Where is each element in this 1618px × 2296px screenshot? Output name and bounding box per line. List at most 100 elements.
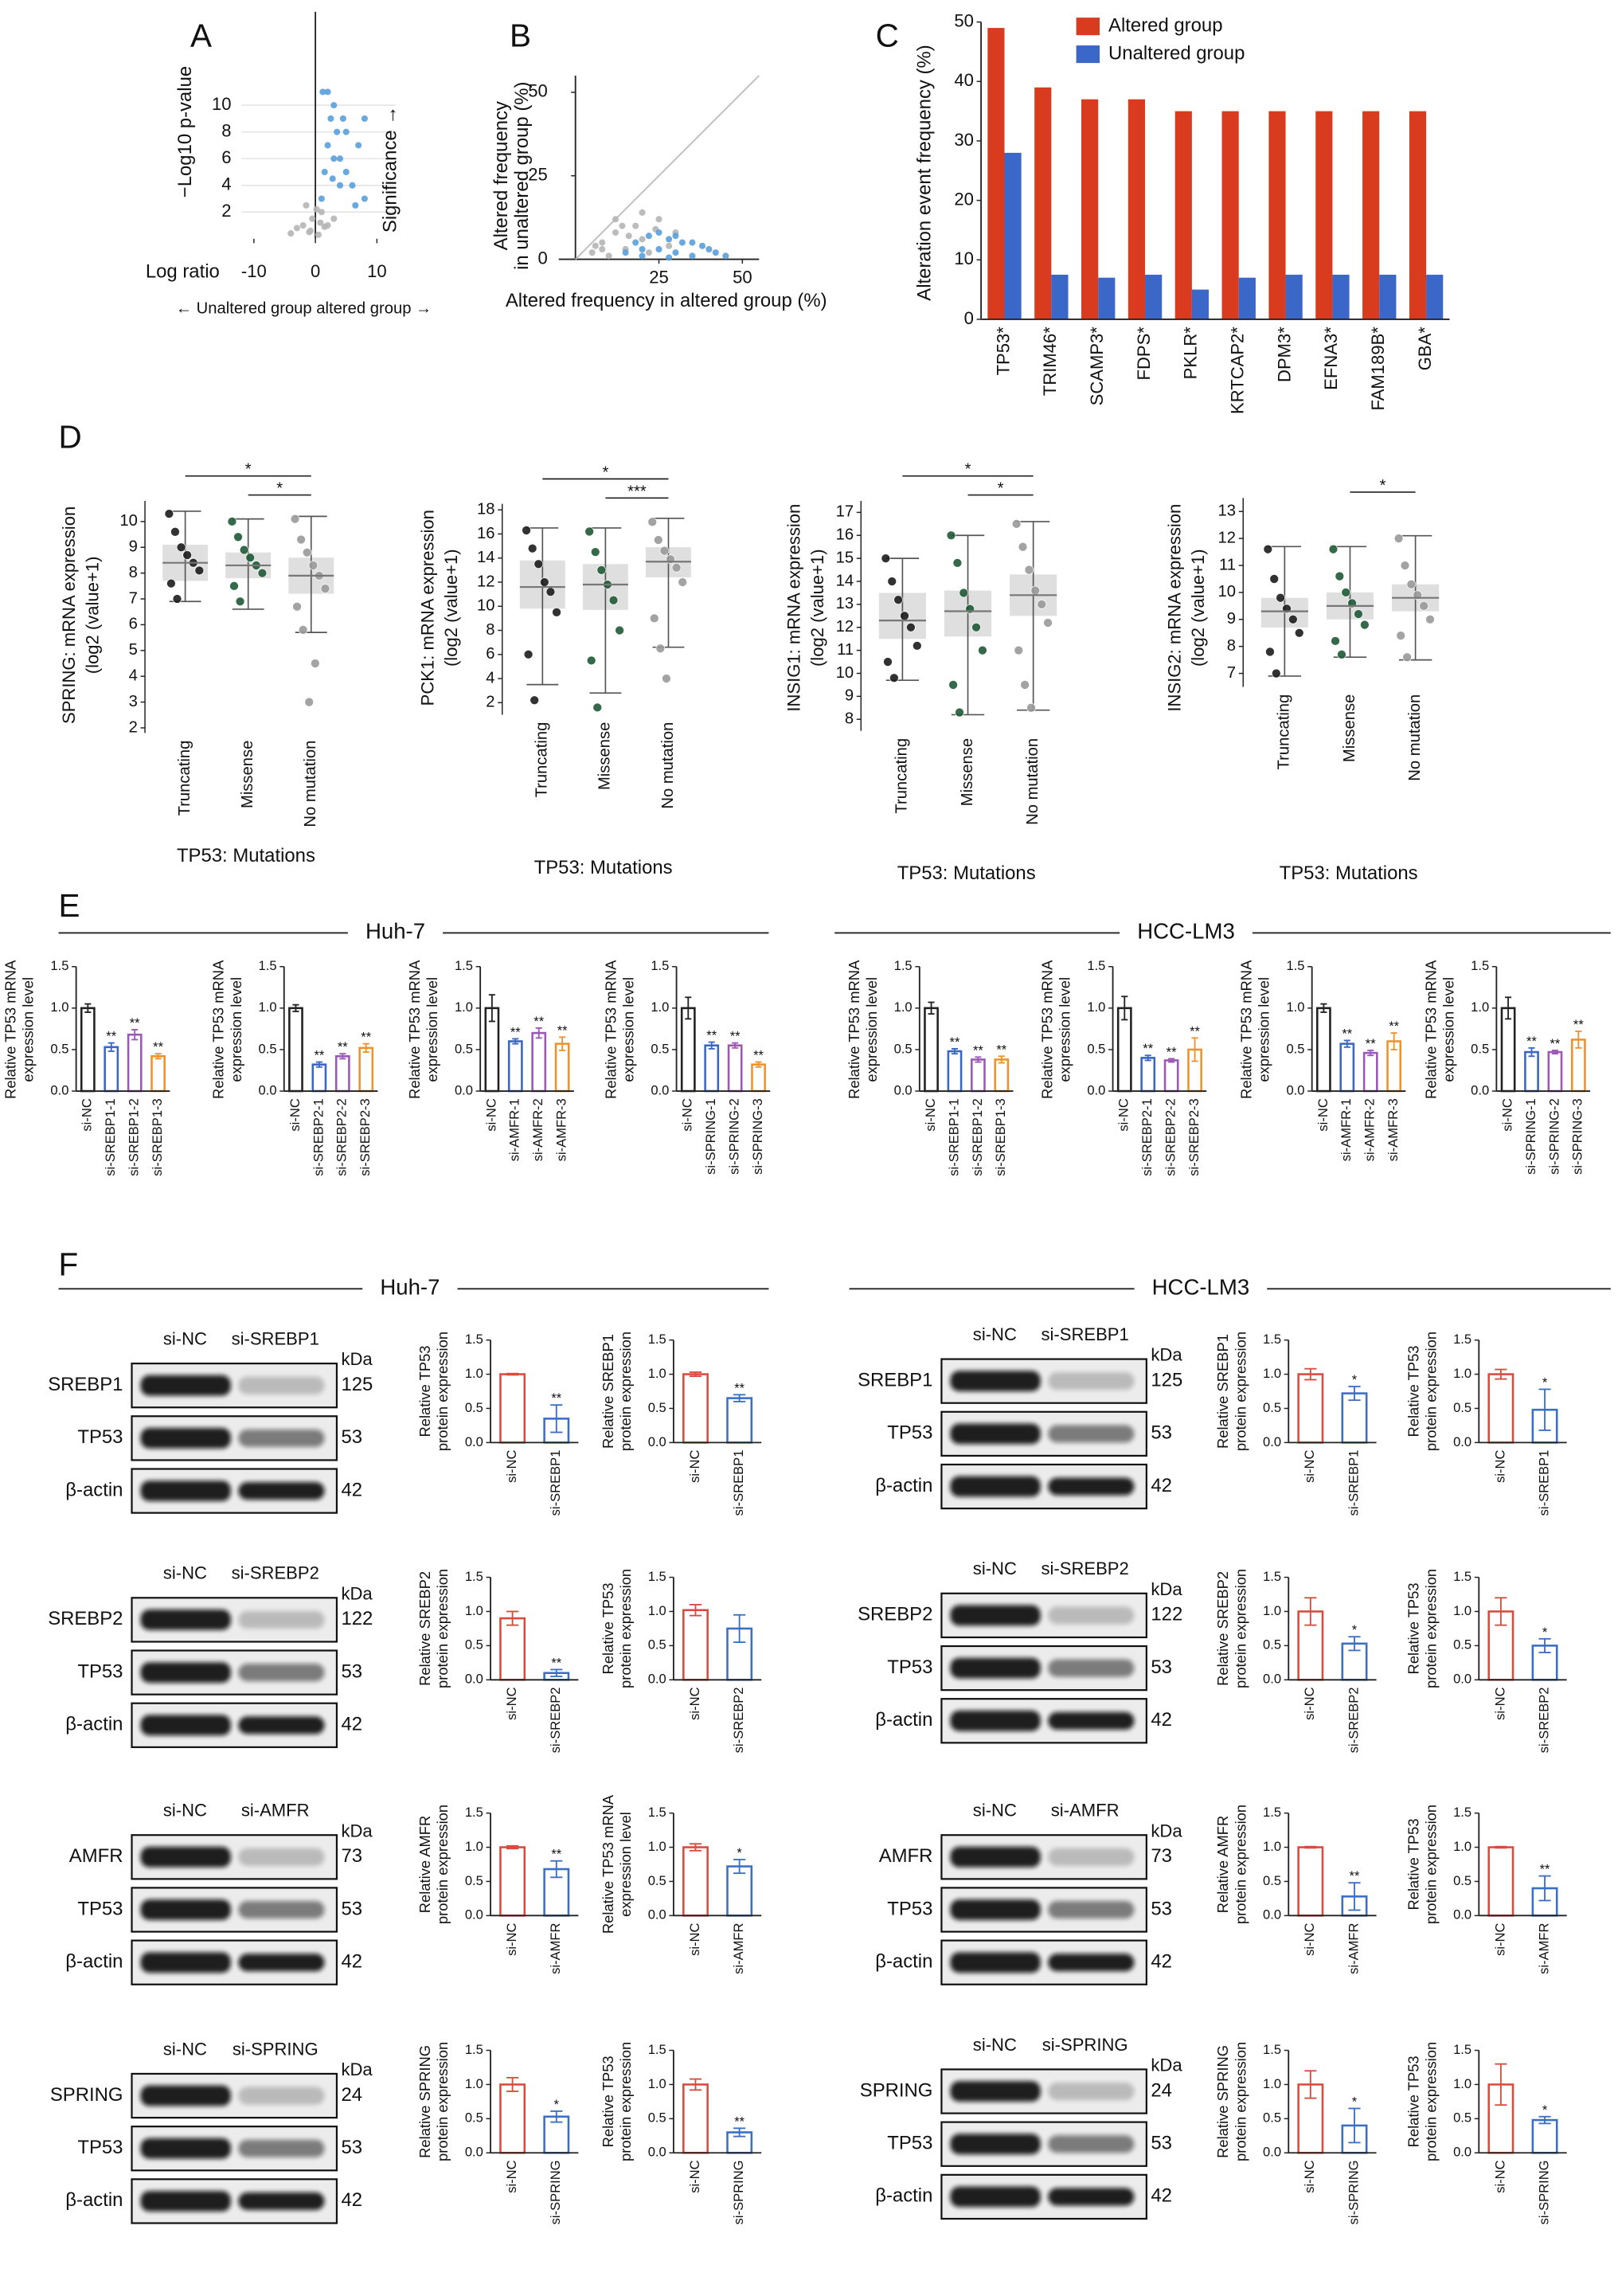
blot-band xyxy=(140,1715,231,1736)
point xyxy=(166,578,176,589)
blot-band xyxy=(950,1710,1041,1731)
blot-band xyxy=(1048,1900,1135,1919)
y-tick-label: 1.5 xyxy=(1453,1805,1471,1820)
y-tick-label: 1.0 xyxy=(465,1603,483,1618)
x-tick-label: si-NC xyxy=(1315,1098,1331,1131)
y-tick-label: 1.5 xyxy=(1453,1332,1471,1347)
y-tick-label: 1.5 xyxy=(651,958,669,973)
x-tick-label: si-SREBP2 xyxy=(1346,1687,1361,1753)
protein-label: β-actin xyxy=(875,1475,932,1496)
y-tick-label: 11 xyxy=(837,641,854,659)
point xyxy=(689,239,696,246)
y-axis-label: Relative AMFR xyxy=(1214,1816,1231,1914)
y-tick-label: 1.5 xyxy=(465,1805,483,1820)
x-tick-label: No mutation xyxy=(659,722,677,809)
y-axis-label: protein expression xyxy=(1232,2042,1249,2161)
point xyxy=(612,216,619,223)
lane-label: si-NC xyxy=(163,1801,207,1821)
significance: * xyxy=(1542,2102,1548,2118)
y-tick-label: 1.5 xyxy=(648,1805,666,1820)
point xyxy=(649,613,659,624)
y-tick-label: 2 xyxy=(129,718,138,736)
point xyxy=(321,223,328,230)
y-tick-label: 0.5 xyxy=(259,1041,277,1056)
point xyxy=(349,182,356,189)
point xyxy=(342,168,350,176)
bar xyxy=(682,2083,709,2154)
point xyxy=(318,209,325,216)
y-tick-label: 0.0 xyxy=(465,2145,483,2160)
y-tick-label: 6 xyxy=(221,147,231,167)
point xyxy=(334,128,341,135)
y-tick-label: 1.0 xyxy=(1286,999,1304,1015)
y-tick-label: 0.0 xyxy=(465,1907,483,1922)
point xyxy=(308,561,319,570)
significance: * xyxy=(245,461,252,479)
y-tick-label: 6 xyxy=(486,645,494,663)
kda-label: 42 xyxy=(341,1714,362,1735)
y-tick-label: 7 xyxy=(1227,664,1236,682)
point xyxy=(900,611,909,621)
y-tick-label: 1.5 xyxy=(648,2042,666,2057)
y-axis-label: Relative TP53 mRNA xyxy=(406,960,423,1099)
y-tick-label: 0.0 xyxy=(1471,1082,1489,1097)
bar xyxy=(726,1865,753,1917)
y-tick-label: 0.5 xyxy=(1471,1041,1489,1056)
x-tick-label: si-NC xyxy=(687,1687,702,1719)
y-axis-label: Relative TP53 xyxy=(600,1582,616,1674)
x-tick-label: Missense xyxy=(959,738,976,806)
y-axis-label: INSIG1: mRNA expression xyxy=(784,504,803,712)
bar xyxy=(1128,99,1146,319)
bar xyxy=(1339,1042,1355,1093)
y-tick-label: 0.0 xyxy=(1263,1434,1281,1449)
x-tick-label: si-SREBP2-1 xyxy=(1139,1098,1155,1175)
y-tick-label: 0.5 xyxy=(651,1041,669,1056)
kda-label: 53 xyxy=(1151,2133,1172,2154)
x-tick-label: si-NC xyxy=(1116,1098,1131,1131)
y-axis-label: Relative TP53 mRNA xyxy=(1422,960,1439,1099)
significance: ** xyxy=(734,2114,745,2129)
bar xyxy=(1409,111,1427,319)
kda-label: 53 xyxy=(341,1898,362,1919)
significance: *** xyxy=(627,483,647,500)
unit-label: kDa xyxy=(1151,1579,1182,1599)
x-axis-label: TP53: Mutations xyxy=(897,862,1036,884)
point xyxy=(170,526,180,537)
significance: ** xyxy=(1143,1041,1153,1056)
y-tick-label: 1.0 xyxy=(1471,999,1489,1015)
blot-band xyxy=(140,1610,231,1630)
y-axis-label: Relative SREBP2 xyxy=(1214,1571,1231,1686)
x-tick-label: Truncating xyxy=(893,738,911,814)
legend-swatch xyxy=(1076,18,1100,36)
x-tick-label: si-SPRING xyxy=(1536,2160,1551,2224)
significance: ** xyxy=(551,1655,561,1670)
y-tick-label: 0.0 xyxy=(648,1907,666,1922)
lane-label: si-SREBP1 xyxy=(1041,1324,1128,1344)
x-tick-label: Missense xyxy=(1341,694,1358,762)
y-axis-label: Relative SREBP1 xyxy=(600,1334,616,1449)
point xyxy=(293,225,300,232)
bar xyxy=(680,1007,696,1093)
y-tick-label: 16 xyxy=(477,525,494,542)
x-tick-label: si-SPRING-2 xyxy=(727,1098,742,1175)
point xyxy=(1037,599,1047,609)
y-axis-label: protein expression xyxy=(1232,1332,1249,1451)
panel-label: D xyxy=(59,418,82,455)
x-tick-label: si-AMFR-3 xyxy=(554,1098,569,1161)
point xyxy=(632,222,639,229)
x-tick-label: DPM3* xyxy=(1274,327,1294,382)
y-tick-label: 14 xyxy=(477,549,494,566)
x-axis-label: Log ratio xyxy=(146,260,220,282)
y-tick-label: 0.5 xyxy=(1263,1400,1281,1415)
blot-band xyxy=(238,1716,325,1735)
y-axis-label: Relative TP53 xyxy=(600,2055,616,2147)
x-tick-label: si-SPRING-3 xyxy=(750,1098,765,1175)
point xyxy=(955,707,964,718)
point xyxy=(893,595,904,604)
x-tick-label: si-SREBP2 xyxy=(548,1687,563,1753)
y-axis-label: protein expression xyxy=(1422,1569,1439,1688)
point xyxy=(339,115,346,122)
point xyxy=(678,239,686,246)
point xyxy=(1263,544,1273,554)
point xyxy=(1328,544,1339,554)
